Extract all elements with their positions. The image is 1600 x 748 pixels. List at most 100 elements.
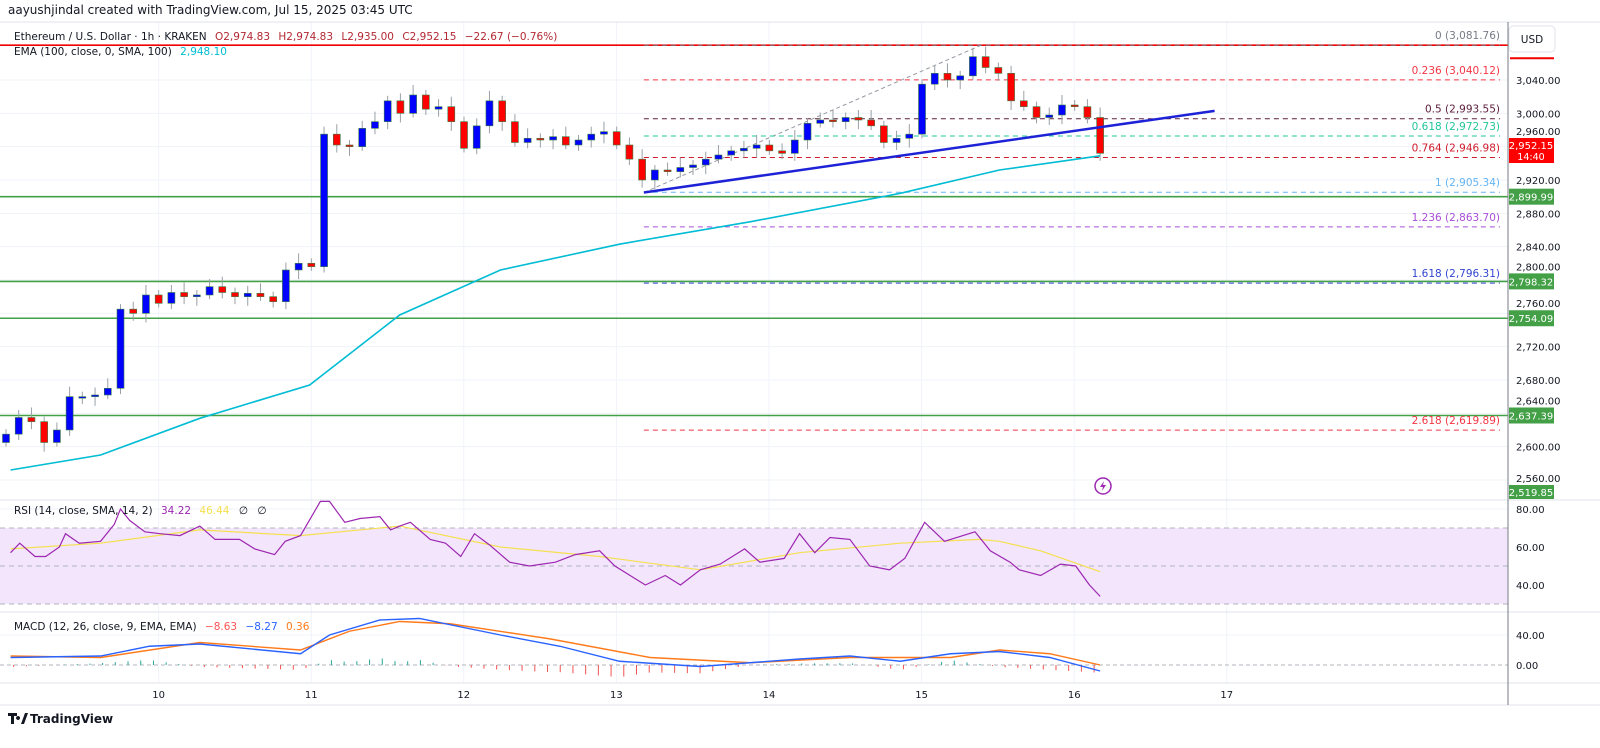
fib-level-label: 1 (2,905.34) bbox=[1435, 177, 1500, 189]
rsi-extra-2: ∅ bbox=[257, 505, 266, 517]
bullish-candle bbox=[523, 138, 532, 143]
bearish-candle bbox=[231, 292, 239, 297]
bullish-candle bbox=[65, 396, 74, 431]
fib-level-label: 1.236 (2,863.70) bbox=[1412, 212, 1500, 224]
macd-label: MACD (12, 26, close, 9, EMA, EMA) bbox=[14, 621, 197, 633]
bullish-candle bbox=[383, 100, 392, 122]
bearish-candle bbox=[447, 106, 456, 122]
price-axis-label: 2,920.00 bbox=[1516, 176, 1561, 187]
indicator-lines bbox=[10, 109, 1215, 677]
macd-legend[interactable]: MACD (12, 26, close, 9, EMA, EMA) −8.63 … bbox=[14, 621, 310, 633]
symbol-name: Ethereum / U.S. Dollar · 1h · KRAKEN bbox=[14, 31, 207, 43]
bullish-candle bbox=[320, 133, 328, 267]
support-price-label: 2,637.39 bbox=[1509, 411, 1554, 422]
price-axis-label: 2,680.00 bbox=[1516, 376, 1561, 387]
macd-value: −8.27 bbox=[245, 621, 277, 633]
bullish-candle bbox=[587, 133, 596, 141]
macd-axis-label: 0.00 bbox=[1516, 661, 1538, 672]
candles bbox=[2, 46, 1104, 452]
bullish-candle bbox=[485, 100, 494, 127]
bearish-candle bbox=[40, 421, 48, 443]
time-axis-label: 17 bbox=[1220, 690, 1233, 701]
bearish-candle bbox=[180, 292, 188, 297]
bullish-candle bbox=[689, 164, 697, 168]
rsi-axis-label: 80.00 bbox=[1516, 505, 1545, 516]
price-badge bbox=[1509, 485, 1554, 499]
bearish-candle bbox=[1083, 106, 1092, 118]
rsi-value: 34.22 bbox=[161, 505, 191, 517]
bullish-candle bbox=[727, 150, 735, 156]
price-axis-label: 2,760.00 bbox=[1516, 299, 1561, 310]
bearish-candle bbox=[154, 294, 163, 304]
change-value: −22.67 (−0.76%) bbox=[465, 31, 558, 43]
bullish-candle bbox=[91, 394, 99, 397]
bearish-candle bbox=[511, 121, 519, 143]
rsi-sma-line bbox=[10, 525, 1101, 573]
time-axis-label: 15 bbox=[915, 690, 928, 701]
bullish-candle bbox=[574, 139, 583, 146]
rsi-label: RSI (14, close, SMA, 14, 2) bbox=[14, 505, 153, 517]
fib-price: (2,796.31) bbox=[1445, 268, 1500, 280]
time-axis-label: 13 bbox=[610, 690, 623, 701]
signal-value: 0.36 bbox=[286, 621, 310, 633]
bullish-candle bbox=[701, 158, 710, 166]
symbol-legend[interactable]: Ethereum / U.S. Dollar · 1h · KRAKEN O2,… bbox=[14, 31, 557, 43]
bearish-candle bbox=[218, 286, 227, 293]
fib-level-label: 2.618 (2,619.89) bbox=[1412, 415, 1500, 427]
tradingview-logo[interactable]: TradingView bbox=[8, 712, 113, 726]
fibonacci-retracement[interactable]: 0 (3,081.76) 0.236 (3,040.12) 0.5 (2,993.5… bbox=[643, 30, 1500, 431]
bearish-candle bbox=[256, 293, 265, 297]
high-value: H2,974.83 bbox=[278, 31, 333, 43]
bullish-candle bbox=[549, 136, 557, 141]
ema-value: 2,948.10 bbox=[180, 46, 227, 58]
bearish-candle bbox=[638, 158, 646, 181]
rsi-legend[interactable]: RSI (14, close, SMA, 14, 2) 34.22 46.44 … bbox=[14, 505, 266, 517]
bearish-candle bbox=[460, 121, 468, 149]
bearish-candle bbox=[854, 117, 863, 121]
bearish-candle bbox=[269, 296, 277, 302]
price-axis-label: 2,840.00 bbox=[1516, 243, 1561, 254]
time-axis-label: 12 bbox=[457, 690, 470, 701]
fib-level-label: 0.236 (3,040.12) bbox=[1412, 65, 1500, 77]
time-axis-label: 14 bbox=[763, 690, 776, 701]
bullish-candle bbox=[472, 125, 481, 149]
close-value: C2,952.15 bbox=[402, 31, 456, 43]
rsi-extra-1: ∅ bbox=[239, 505, 248, 517]
bar-countdown: 14:40 bbox=[1517, 152, 1544, 163]
fib-ratio: 0.618 bbox=[1412, 121, 1445, 133]
bearish-candle bbox=[867, 119, 875, 127]
bullish-candle bbox=[969, 56, 977, 77]
fib-anchor-line bbox=[643, 44, 982, 193]
credit-text: aayushjindal created with TradingView.co… bbox=[8, 3, 413, 17]
bearish-candle bbox=[536, 138, 545, 141]
fib-price: (2,972.73) bbox=[1445, 121, 1500, 133]
fib-ratio: 1 bbox=[1435, 177, 1445, 189]
price-axis-label: 3,000.00 bbox=[1516, 109, 1561, 120]
lightning-alert-icon[interactable] bbox=[1094, 477, 1112, 495]
fib-level-label: 0.5 (2,993.55) bbox=[1425, 104, 1500, 116]
bullish-candle bbox=[434, 106, 443, 110]
axes: 2,899.99 2,798.32 2,754.09 2,637.39 2,519.85… bbox=[0, 21, 1600, 706]
bearish-candle bbox=[422, 94, 430, 110]
fib-level-label: 0.618 (2,972.73) bbox=[1412, 121, 1500, 133]
currency-label: USD bbox=[1521, 34, 1543, 46]
bullish-candle bbox=[1045, 114, 1054, 118]
bullish-candle bbox=[1058, 104, 1066, 116]
price-axis-label: 2,800.00 bbox=[1516, 262, 1561, 273]
ema-legend[interactable]: EMA (100, close, 0, SMA, 100) 2,948.10 bbox=[14, 46, 227, 58]
bullish-candle bbox=[740, 148, 748, 152]
bearish-candle bbox=[880, 125, 888, 143]
currency-button[interactable]: USD bbox=[1508, 25, 1556, 53]
bullish-candle bbox=[142, 294, 150, 314]
bearish-candle bbox=[1007, 73, 1015, 102]
low-value: L2,935.00 bbox=[341, 31, 394, 43]
bearish-candle bbox=[561, 136, 570, 146]
fib-price: (2,619.89) bbox=[1445, 415, 1500, 427]
bullish-candle bbox=[78, 396, 87, 399]
bullish-candle bbox=[816, 119, 825, 124]
fib-level-label: 0 (3,081.76) bbox=[1435, 30, 1500, 42]
last-price-badge: 2,952.15 14:40 bbox=[1509, 138, 1554, 163]
ema-label: EMA (100, close, 0, SMA, 100) bbox=[14, 46, 172, 58]
rsi-band bbox=[0, 527, 1508, 605]
